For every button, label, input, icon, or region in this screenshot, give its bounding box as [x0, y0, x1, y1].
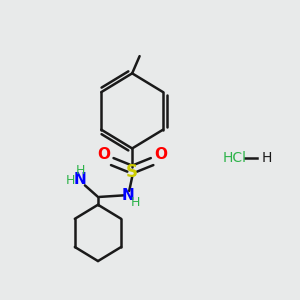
- Text: N: N: [73, 172, 86, 187]
- Text: N: N: [121, 188, 134, 203]
- Text: H: H: [262, 151, 272, 165]
- Text: O: O: [154, 147, 167, 162]
- Text: H: H: [76, 164, 85, 177]
- Text: S: S: [126, 163, 138, 181]
- Text: H: H: [130, 196, 140, 209]
- Text: H: H: [65, 174, 75, 187]
- Text: O: O: [97, 147, 110, 162]
- Text: HCl: HCl: [223, 151, 247, 165]
